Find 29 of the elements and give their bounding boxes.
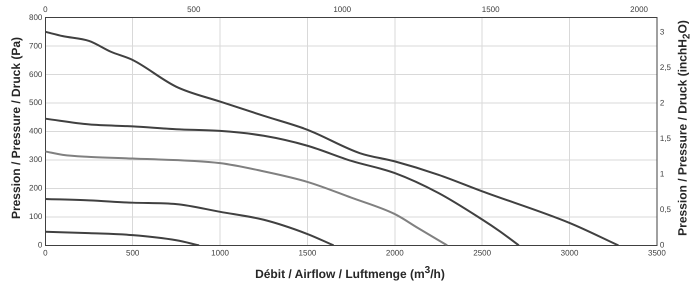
x-axis-title: Débit / Airflow / Luftmenge (m$^{3}$/h) (254, 265, 446, 281)
x-tick-label: 2500 (473, 248, 492, 258)
x-tick-label: 3000 (560, 248, 579, 258)
y-tick-label: 700 (28, 41, 43, 50)
y-tick-label: 500 (28, 98, 43, 108)
y-tick-label: 600 (28, 70, 43, 79)
x-tick-label: 500 (126, 248, 140, 258)
x2-tick-label: 1000 (333, 5, 352, 14)
y-tick-label: 300 (28, 155, 43, 164)
y-tick-label: 0 (38, 240, 43, 250)
x-tick-label: 2000 (386, 248, 404, 258)
y2-tick-label: 0,5 (660, 205, 672, 214)
x2-tick-label: 2000 (630, 5, 649, 14)
y2-tick-label: 0 (660, 240, 665, 250)
x-tick-label: 1500 (298, 248, 317, 258)
x2-tick-label: 500 (187, 5, 201, 14)
x-tick-label: 3500 (648, 248, 666, 258)
y2-tick-label: 1 (660, 170, 665, 179)
y2-tick-label: 1,5 (660, 134, 672, 144)
y2-tick-label: 3 (660, 28, 665, 37)
x-tick-label: 1000 (211, 248, 230, 258)
y-tick-label: 800 (28, 12, 43, 22)
y2-tick-label: 2,5 (660, 63, 672, 72)
y-tick-label: 200 (28, 184, 43, 193)
y-tick-label: 400 (28, 126, 43, 136)
x2-tick-label: 1500 (482, 5, 500, 14)
y-tick-label: 100 (28, 212, 43, 222)
y2-tick-label: 2 (660, 98, 665, 108)
y-axis-title: Pression / Pressure / Druck (Pa) (9, 36, 23, 220)
